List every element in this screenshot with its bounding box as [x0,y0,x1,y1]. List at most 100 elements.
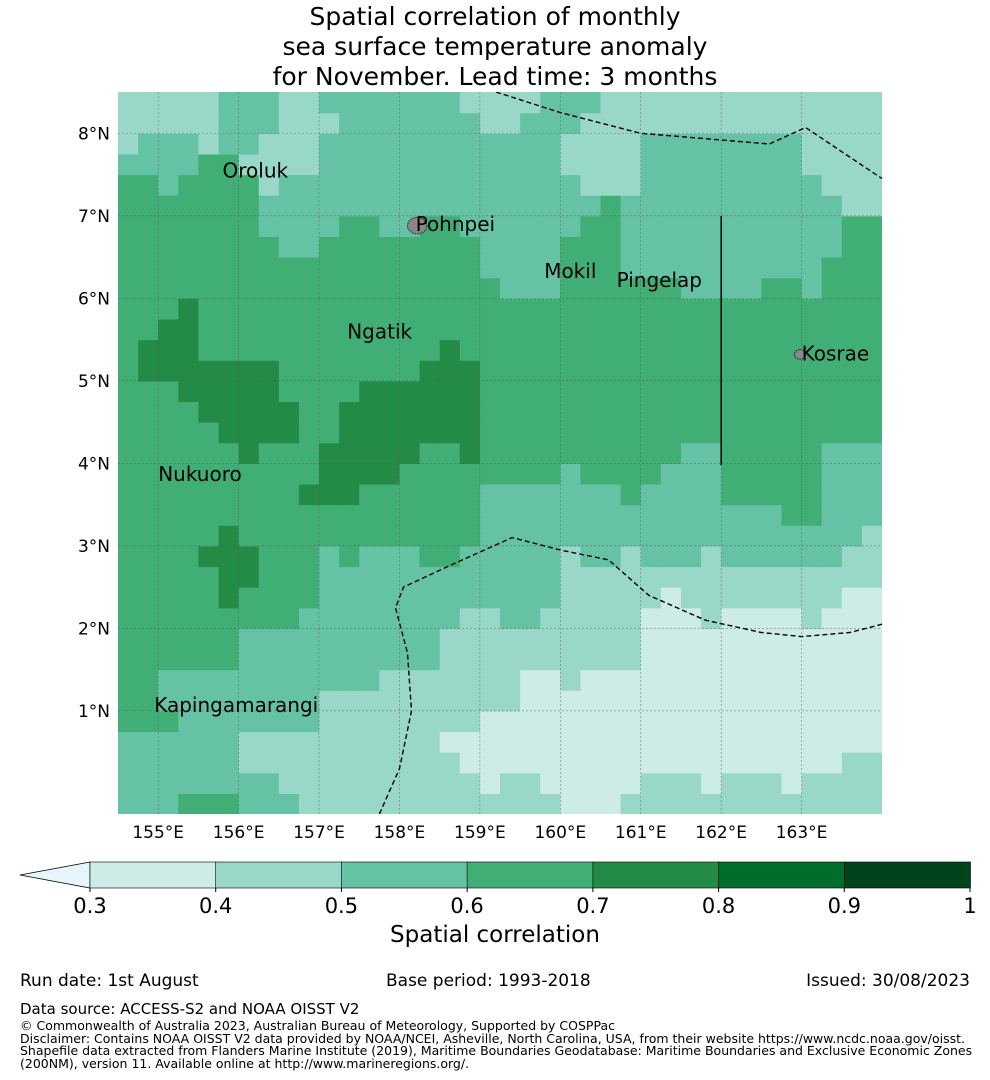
field-cell [560,463,582,485]
field-cell [118,133,139,155]
field-cell [138,669,159,691]
field-cell [701,587,722,609]
field-cell [278,422,300,444]
field-cell [218,587,240,609]
field-cell [721,174,742,196]
field-cell [399,360,421,382]
field-cell [761,92,783,114]
field-cell [319,380,340,403]
field-cell [178,525,200,547]
field-cell [580,195,602,217]
field-cell [479,298,501,320]
field-cell [359,483,380,506]
colorbar-tick-label: 0.8 [702,894,735,918]
field-cell [560,153,582,176]
place-label-mokil: Mokil [544,259,596,283]
field-cell [198,112,220,134]
place-label-nukuoro: Nukuoro [158,462,242,486]
field-cell [118,793,139,814]
field-cell [379,566,401,588]
field-cell [660,483,682,506]
colorbar-tick-label: 1 [963,894,976,918]
field-cell [721,318,742,341]
field-cell [339,215,360,237]
field-cell [640,215,662,237]
field-cell [138,731,159,753]
field-cell [319,566,340,588]
field-cell [801,710,823,733]
field-cell [841,731,863,753]
field-cell [479,153,501,176]
field-cell [721,298,742,320]
lon-tick-label: 159°E [454,823,506,843]
field-cell [178,236,200,258]
field-cell [701,277,722,299]
field-cell [399,257,421,279]
field-cell [419,587,441,609]
field-cell [138,793,159,814]
field-cell [339,669,360,691]
field-cell [178,298,200,320]
field-cell [238,339,260,361]
field-cell [520,483,541,506]
field-cell [680,607,702,629]
field-cell [399,772,421,794]
field-cell [298,112,320,134]
field-cell [439,483,461,506]
field-cell [781,690,803,712]
field-cell [620,236,642,258]
field-cell [520,112,541,134]
field-cell [500,318,521,341]
field-cell [560,298,582,320]
field-cell [701,793,722,814]
field-cell [118,360,139,382]
field-cell [319,710,340,733]
field-cell [640,566,662,588]
field-cell [138,401,159,423]
field-cell [319,257,340,279]
field-cell [479,504,501,526]
field-cell [158,112,179,134]
field-cell [801,483,823,506]
field-cell [540,236,561,258]
field-cell [861,401,882,423]
field-cell [218,607,240,629]
field-cell [801,153,823,176]
field-cell [600,545,622,568]
field-cell [459,710,481,733]
field-cell [339,587,360,609]
field-cell [319,648,340,671]
field-cell [741,690,762,712]
field-cell [520,195,541,217]
field-cell [741,504,762,526]
field-cell [278,648,300,671]
field-cell [540,380,561,403]
field-cell [721,545,742,568]
field-cell [479,360,501,382]
field-cell [379,112,401,134]
field-cell [118,545,139,568]
field-cell [620,153,642,176]
field-cell [520,463,541,485]
field-cell [319,587,340,609]
field-cell [459,236,481,258]
field-cell [359,236,380,258]
field-cell [399,463,421,485]
field-cell [419,731,441,753]
field-cell [680,731,702,753]
field-cell [198,710,220,733]
field-cell [500,648,521,671]
field-cell [339,277,360,299]
field-cell [861,710,882,733]
field-cell [379,257,401,279]
field-cell [339,442,360,464]
field-cell [399,112,421,134]
field-cell [660,257,682,279]
field-cell [158,133,179,155]
field-cell [861,545,882,568]
field-cell [660,380,682,403]
field-cell [479,752,501,774]
field-cell [781,463,803,485]
field-cell [439,257,461,279]
field-cell [359,112,380,134]
